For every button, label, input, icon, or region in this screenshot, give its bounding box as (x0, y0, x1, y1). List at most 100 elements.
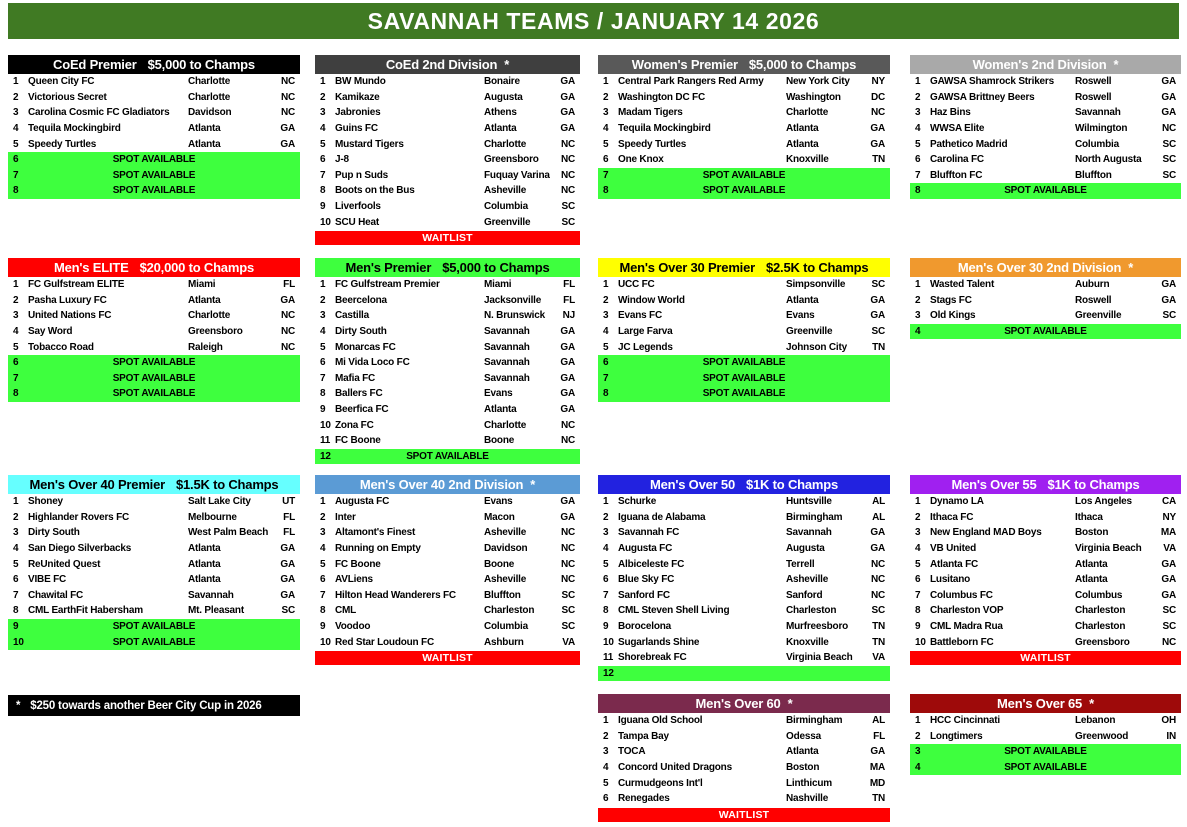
spot-available-label: SPOT AVAILABLE (702, 185, 786, 197)
team-row: 7 Pup n Suds Fuquay Varina NC (315, 168, 580, 184)
team-state: GA (1161, 558, 1176, 570)
team-city: Knoxville (786, 636, 829, 648)
team-state: NC (280, 310, 295, 322)
team-name: Red Star Loudoun FC (335, 636, 434, 648)
team-name: Bluffton FC (930, 169, 983, 181)
team-city: Boston (1075, 527, 1109, 539)
row-number: 6 (320, 154, 326, 166)
team-row: 7 Sanford FC Sanford NC (598, 588, 890, 604)
row-number: 6 (603, 574, 609, 586)
asterisk-marker: * (787, 696, 793, 711)
prize-label: $5,000 to Champs (147, 57, 256, 72)
team-name: Atlanta FC (930, 558, 979, 570)
team-state: GA (1161, 107, 1176, 119)
team-name: Wasted Talent (930, 279, 995, 291)
table-mens-over-55: Men's Over 55 $1K to Champs 1 Dynamo LA Los … (910, 475, 1181, 665)
team-row: 2 GAWSA Brittney Beers Roswell GA (910, 90, 1181, 106)
team-state: GA (870, 294, 885, 306)
team-state: GA (280, 589, 295, 601)
team-city: Atlanta (786, 294, 819, 306)
team-row: 4 Augusta FC Augusta GA (598, 541, 890, 557)
team-city: Savannah (484, 372, 530, 384)
team-name: Ithaca FC (930, 511, 974, 523)
team-state: GA (1161, 574, 1176, 586)
team-city: Nashville (786, 793, 829, 805)
team-row: 1 Central Park Rangers Red Army New York C… (598, 74, 890, 90)
team-row: 3 Evans FC Evans GA (598, 308, 890, 324)
table-womens-2nd-division: Women's 2nd Division * 1 GAWSA Shamrock Str… (910, 55, 1181, 199)
team-name: Shoney (28, 496, 63, 508)
team-city: Macon (484, 511, 515, 523)
row-number: 1 (320, 279, 326, 291)
team-city: Atlanta (188, 543, 221, 555)
team-name: Monarcas FC (335, 341, 396, 353)
team-row: 1 Shoney Salt Lake City UT (8, 494, 300, 510)
spot-available-row: 12 SPOT AVAILABLE (315, 448, 580, 465)
team-row: 3 Madam Tigers Charlotte NC (598, 105, 890, 121)
team-city: Augusta (786, 543, 825, 555)
team-name: Queen City FC (28, 76, 95, 88)
team-state: GA (1161, 294, 1176, 306)
team-state: IN (1166, 730, 1176, 742)
team-state: SC (561, 621, 576, 633)
team-state: NC (280, 341, 295, 353)
team-row: 4 Running on Empty Davidson NC (315, 541, 580, 557)
team-city: Augusta (484, 91, 523, 103)
team-name: Tequila Mockingbird (28, 123, 121, 135)
team-city: Atlanta (188, 123, 221, 135)
row-number: 2 (915, 91, 921, 103)
team-city: Charlotte (188, 76, 231, 88)
row-number: 7 (603, 169, 609, 181)
team-state: GA (280, 558, 295, 570)
row-number: 11 (603, 652, 614, 664)
row-number: 5 (13, 341, 19, 353)
spot-available-row: 7 SPOT AVAILABLE (8, 370, 300, 387)
team-name: WWSA Elite (930, 123, 985, 135)
table-mens-premier: Men's Premier $5,000 to Champs 1 FC Gulfstr… (315, 258, 580, 465)
team-city: Virginia Beach (786, 652, 853, 664)
team-row: 2 Ithaca FC Ithaca NY (910, 510, 1181, 526)
division-header: Men's Over 30 2nd Division * (910, 258, 1181, 277)
team-city: Asheville (484, 527, 527, 539)
team-row: 5 Tobacco Road Raleigh NC (8, 339, 300, 355)
row-number: 4 (320, 326, 326, 338)
team-row: 1 Queen City FC Charlotte NC (8, 74, 300, 90)
team-state: UT (282, 496, 295, 508)
row-number: 4 (915, 543, 921, 555)
asterisk-marker: * (1089, 696, 1094, 711)
waitlist-bar: WAITLIST (598, 807, 890, 822)
team-row: 11 FC Boone Boone NC (315, 433, 580, 449)
team-row: 2 Washington DC FC Washington DC (598, 90, 890, 106)
row-number: 7 (915, 589, 921, 601)
team-row: 10 SCU Heat Greenville SC (315, 214, 580, 230)
team-name: BW Mundo (335, 76, 386, 88)
team-city: Greenville (1075, 310, 1122, 322)
division-header: Men's Over 40 2nd Division * (315, 475, 580, 494)
team-row: 5 FC Boone Boone NC (315, 556, 580, 572)
team-row: 8 Charleston VOP Charleston SC (910, 603, 1181, 619)
division-name: Men's Premier (345, 260, 432, 275)
team-row: 4 VB United Virginia Beach VA (910, 541, 1181, 557)
team-city: Mt. Pleasant (188, 605, 244, 617)
team-row: 3 Savannah FC Savannah GA (598, 525, 890, 541)
row-number: 1 (915, 496, 921, 508)
team-row: 9 CML Madra Rua Charleston SC (910, 619, 1181, 635)
team-name: Kamikaze (335, 91, 380, 103)
asterisk-marker: * (530, 477, 536, 492)
row-number: 1 (603, 76, 609, 88)
team-city: Davidson (188, 107, 232, 119)
row-number: 7 (13, 372, 19, 384)
team-state: NC (1161, 123, 1176, 135)
team-city: Atlanta (1075, 574, 1108, 586)
team-state: OH (1161, 715, 1176, 727)
team-city: Charlotte (484, 419, 527, 431)
team-state: SC (1162, 154, 1177, 166)
team-row: 8 Ballers FC Evans GA (315, 386, 580, 402)
team-row: 2 Pasha Luxury FC Atlanta GA (8, 293, 300, 309)
page-title: SAVANNAH TEAMS / JANUARY 14 2026 (367, 7, 820, 34)
team-row: 2 Iguana de Alabama Birmingham AL (598, 510, 890, 526)
row-number: 4 (603, 543, 609, 555)
title-bar: SAVANNAH TEAMS / JANUARY 14 2026 (8, 3, 1179, 39)
team-name: CML Madra Rua (930, 621, 1003, 633)
row-number: 8 (13, 605, 19, 617)
